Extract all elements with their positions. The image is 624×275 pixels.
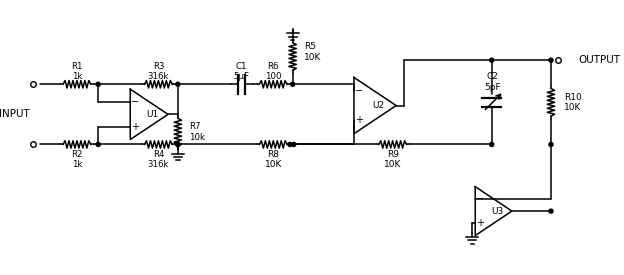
Circle shape xyxy=(549,209,553,213)
Circle shape xyxy=(549,58,553,62)
Circle shape xyxy=(549,142,553,147)
Text: R8
10K: R8 10K xyxy=(265,150,282,169)
Text: U3: U3 xyxy=(491,207,504,216)
Circle shape xyxy=(288,142,292,147)
Text: −: − xyxy=(355,86,363,97)
Text: R7
10k: R7 10k xyxy=(189,122,205,142)
Text: R6
100: R6 100 xyxy=(265,62,281,81)
Text: +: + xyxy=(355,115,363,125)
Circle shape xyxy=(96,142,100,147)
Text: C1
5μF: C1 5μF xyxy=(234,62,250,81)
Text: U1: U1 xyxy=(147,110,159,119)
Text: R9
10K: R9 10K xyxy=(384,150,401,169)
Circle shape xyxy=(176,142,180,147)
Text: OUTPUT: OUTPUT xyxy=(578,55,621,65)
Text: R1
1k: R1 1k xyxy=(71,62,82,81)
Text: U2: U2 xyxy=(373,101,385,110)
Circle shape xyxy=(96,82,100,86)
Circle shape xyxy=(490,142,494,147)
Text: +: + xyxy=(476,218,484,228)
Circle shape xyxy=(176,142,180,147)
Text: R4
316k: R4 316k xyxy=(148,150,169,169)
Text: R5
10K: R5 10K xyxy=(304,42,321,62)
Circle shape xyxy=(490,58,494,62)
Circle shape xyxy=(291,82,295,86)
Text: INPUT: INPUT xyxy=(0,109,29,119)
Text: −: − xyxy=(131,97,139,107)
Text: R10
10K: R10 10K xyxy=(564,93,582,112)
Text: −: − xyxy=(475,194,484,204)
Text: C2
5pF: C2 5pF xyxy=(484,72,501,92)
Text: R3
316k: R3 316k xyxy=(148,62,169,81)
Text: +: + xyxy=(131,122,139,132)
Text: R2
1k: R2 1k xyxy=(71,150,82,169)
Circle shape xyxy=(176,82,180,86)
Circle shape xyxy=(291,142,296,147)
